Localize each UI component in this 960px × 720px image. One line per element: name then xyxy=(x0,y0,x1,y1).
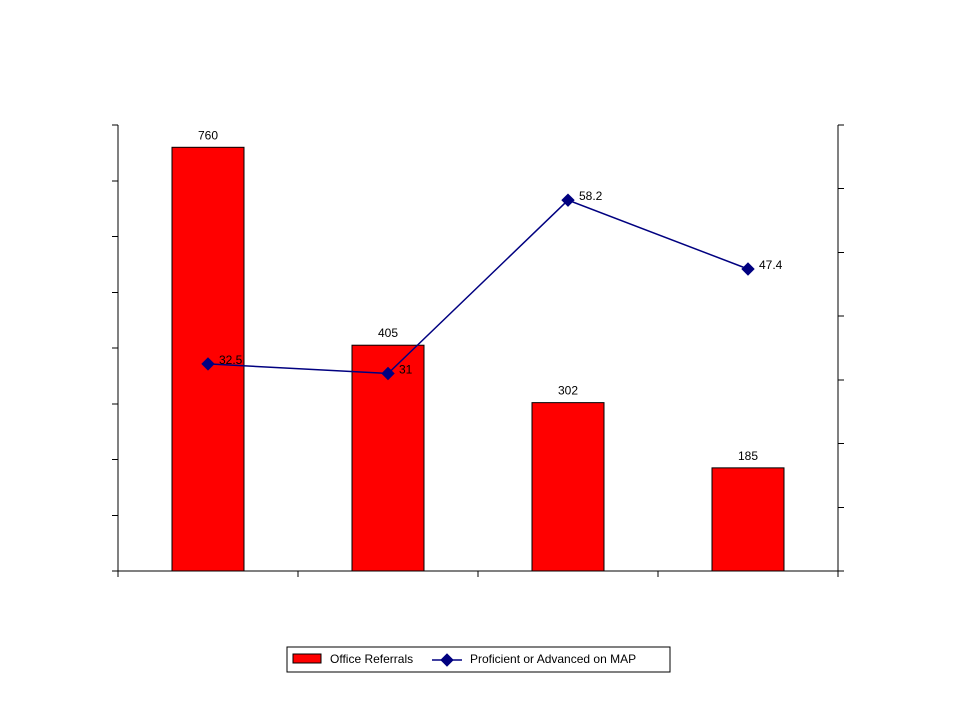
bar xyxy=(531,402,605,572)
legend-label-proficient: Proficient or Advanced on MAP xyxy=(470,652,636,666)
line-point-diamond xyxy=(561,193,575,207)
bar-data-label: 302 xyxy=(558,384,578,398)
line-point-diamond xyxy=(741,262,755,276)
bar xyxy=(351,344,425,572)
legend: Office Referrals Proficient or Advanced … xyxy=(286,646,671,673)
bar-data-labels: 760 405 302 185 xyxy=(198,128,758,463)
bar-data-label: 760 xyxy=(198,128,218,142)
line-point-diamond xyxy=(381,366,395,381)
line-series-proficient xyxy=(201,193,755,381)
bar xyxy=(711,467,785,572)
legend-swatch-office-referrals xyxy=(292,653,322,664)
legend-label-office-referrals: Office Referrals xyxy=(330,652,413,666)
bar-data-label: 185 xyxy=(738,449,758,463)
bar-series-office-referrals xyxy=(171,146,785,572)
bar-data-label: 405 xyxy=(378,326,398,340)
legend-marker-diamond-icon xyxy=(440,653,454,667)
line-data-label: 31 xyxy=(399,362,413,376)
line-data-label: 58.2 xyxy=(579,189,603,203)
line-data-labels: 32.5 31 58.2 47.4 xyxy=(219,189,783,376)
legend-box xyxy=(286,646,671,673)
line-data-label: 32.5 xyxy=(219,353,243,367)
line-point-diamond xyxy=(201,357,215,371)
series-line xyxy=(207,199,749,375)
line-data-label: 47.4 xyxy=(759,258,783,272)
